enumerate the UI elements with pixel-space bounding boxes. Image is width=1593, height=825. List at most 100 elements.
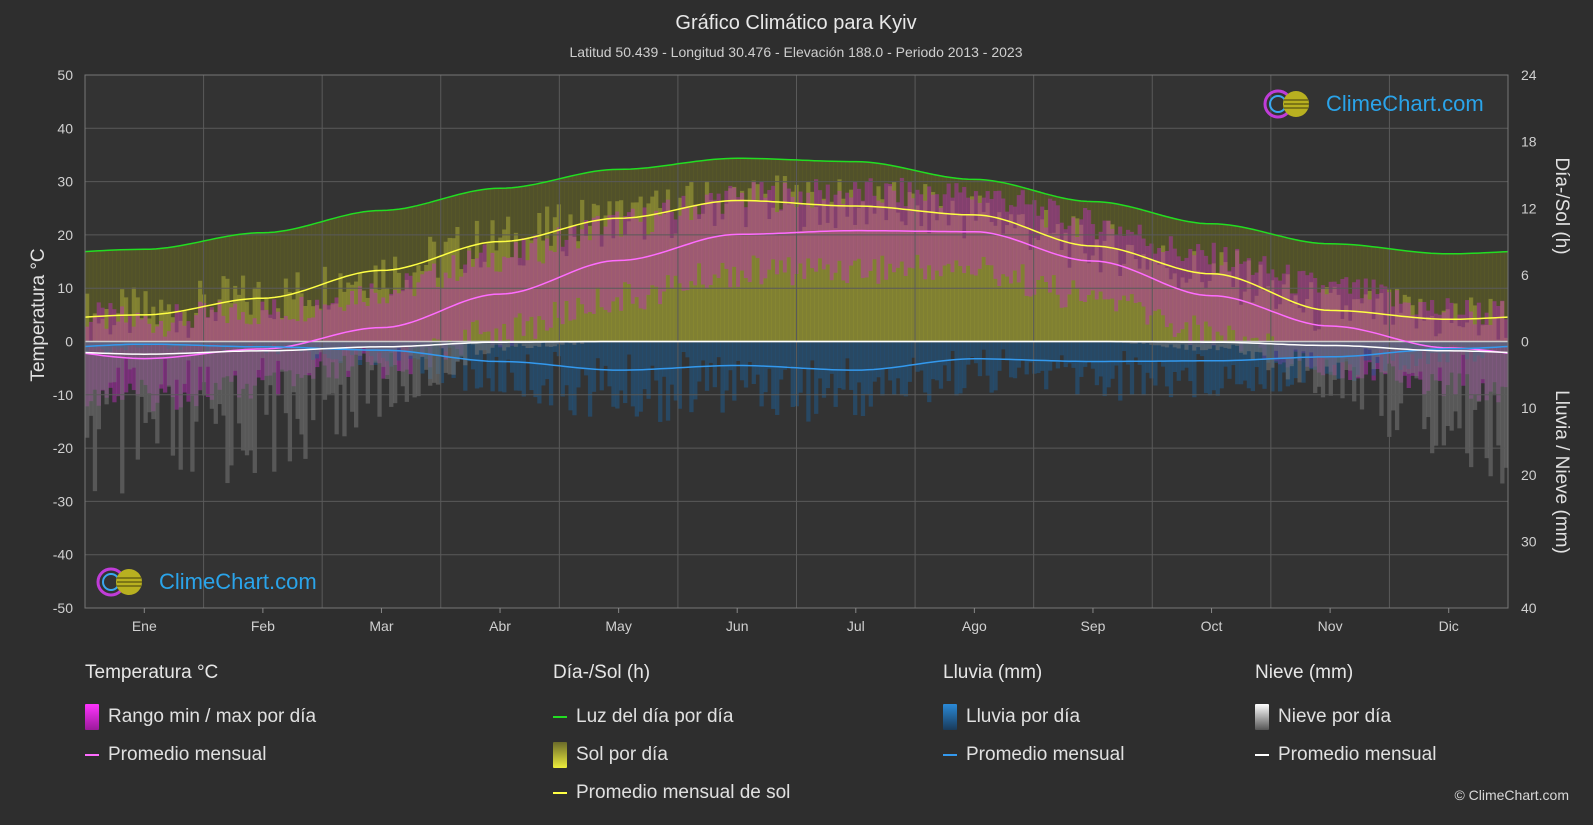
sun-daily-bar	[786, 204, 792, 342]
legend-header: Temperatura °C	[85, 662, 219, 683]
snow-daily-bar	[307, 341, 312, 374]
sun-daily-bar	[1324, 286, 1330, 342]
snow-daily-bar	[159, 341, 164, 385]
sun-daily-bar	[151, 306, 156, 342]
temp-range-daily-bar	[486, 267, 491, 332]
rain-daily-bar	[833, 341, 838, 407]
temp-range-daily-bar	[502, 256, 507, 324]
rain-daily-bar	[942, 341, 947, 366]
daylight-daily-bar	[459, 194, 464, 342]
snow-daily-bar	[447, 341, 452, 375]
snow-daily-bar	[299, 341, 304, 435]
sun-daily-bar	[634, 202, 640, 342]
temp-range-daily-bar	[428, 270, 433, 368]
daylight-daily-bar	[315, 223, 320, 342]
snow-daily-bar	[260, 341, 265, 359]
rain-daily-bar	[607, 341, 612, 387]
rain-daily-bar	[755, 341, 760, 375]
snow-daily-bar	[170, 341, 176, 456]
temp-range-daily-bar	[1277, 280, 1283, 365]
snow-daily-bar	[1472, 341, 1478, 410]
rain-daily-bar	[623, 341, 628, 404]
temp-range-daily-bar	[1320, 285, 1326, 376]
sun-daily-bar	[1348, 320, 1353, 342]
legend-label: Lluvia por día	[966, 706, 1081, 727]
rain-daily-bar	[966, 341, 971, 365]
rain-daily-bar	[681, 341, 686, 353]
rain-daily-bar	[1024, 341, 1029, 375]
sun-daily-bar	[1055, 224, 1061, 342]
snow-daily-bar	[92, 341, 98, 492]
sun-daily-bar	[431, 241, 437, 342]
sun-daily-bar	[357, 272, 363, 342]
rain-daily-bar	[1001, 341, 1006, 350]
y-right-bottom-tick-label: 20	[1521, 467, 1537, 483]
sun-daily-bar	[1083, 253, 1088, 342]
temp-range-daily-bar	[498, 271, 503, 348]
snow-daily-bar	[1379, 341, 1384, 416]
sun-daily-bar	[1079, 224, 1084, 342]
sun-daily-bar	[681, 207, 686, 342]
sun-daily-bar	[186, 337, 191, 342]
temp-range-daily-bar	[1137, 224, 1142, 303]
daylight-daily-bar	[1426, 252, 1431, 342]
legend-item: Rango min / max por día	[85, 698, 316, 736]
snow-daily-bar	[1172, 341, 1178, 348]
snow-daily-bar	[252, 341, 257, 473]
temp-range-daily-bar	[1235, 248, 1240, 344]
y-right-bottom-tick-label: 30	[1521, 533, 1537, 549]
temp-range-daily-bar	[860, 200, 866, 279]
snow-daily-bar	[217, 341, 222, 405]
sun-daily-bar	[381, 259, 386, 342]
daylight-daily-bar	[88, 251, 94, 342]
sun-daily-bar	[728, 188, 733, 342]
rain-daily-bar	[630, 341, 636, 407]
rain-daily-bar	[478, 341, 484, 388]
snow-daily-bar	[1192, 341, 1197, 351]
sun-daily-bar	[252, 287, 257, 342]
sun-daily-bar	[927, 233, 932, 342]
temp-range-daily-bar	[911, 198, 916, 269]
y-left-tick-label: 40	[57, 120, 73, 136]
temp-range-daily-bar	[739, 192, 745, 271]
plot-border	[84, 74, 1509, 609]
sun-daily-bar	[856, 207, 862, 342]
rain-daily-bar	[973, 341, 979, 364]
y-left-tick-label: 10	[57, 280, 73, 296]
rain-daily-bar	[665, 341, 671, 421]
snow-daily-bar	[264, 341, 269, 415]
rain-daily-bar	[919, 341, 924, 371]
rain-daily-bar	[1110, 341, 1115, 379]
temp-range-daily-bar	[623, 215, 628, 283]
sun-daily-bar	[1340, 318, 1345, 342]
rain-daily-bar	[931, 341, 936, 380]
sun-daily-bar	[1309, 282, 1314, 342]
rain-daily-bar	[895, 341, 901, 379]
sun-daily-bar	[365, 297, 370, 342]
temp-range-daily-bar	[942, 194, 947, 266]
snow-daily-bar	[244, 341, 250, 456]
sun-daily-bar	[751, 180, 756, 342]
temp-range-daily-bar	[931, 194, 936, 280]
snow-daily-bar	[513, 341, 519, 347]
temp-range-daily-bar	[1180, 260, 1185, 330]
rain-daily-bar	[1094, 341, 1100, 386]
rain-daily-bar	[669, 341, 675, 385]
temp-range-daily-bar	[782, 182, 788, 273]
snow-daily-bar	[155, 341, 160, 444]
daylight-daily-bar	[1504, 251, 1509, 342]
temp-range-daily-bar	[1168, 236, 1174, 324]
snow-daily-bar	[486, 341, 491, 354]
temp-range-daily-bar	[1281, 273, 1287, 363]
rain-daily-bar	[872, 341, 877, 382]
sun-daily-bar	[104, 309, 109, 342]
sun-daily-bar	[568, 214, 573, 342]
snow-daily-bar	[1445, 341, 1450, 427]
sun-daily-bar	[1305, 298, 1310, 342]
daylight-daily-bar	[112, 250, 117, 342]
temp-range-daily-bar	[1367, 299, 1372, 363]
snow-daily-bar	[272, 341, 277, 472]
rain-daily-bar	[545, 341, 550, 380]
sun-daily-bar	[1359, 303, 1365, 342]
snow-daily-bar	[1340, 341, 1345, 399]
